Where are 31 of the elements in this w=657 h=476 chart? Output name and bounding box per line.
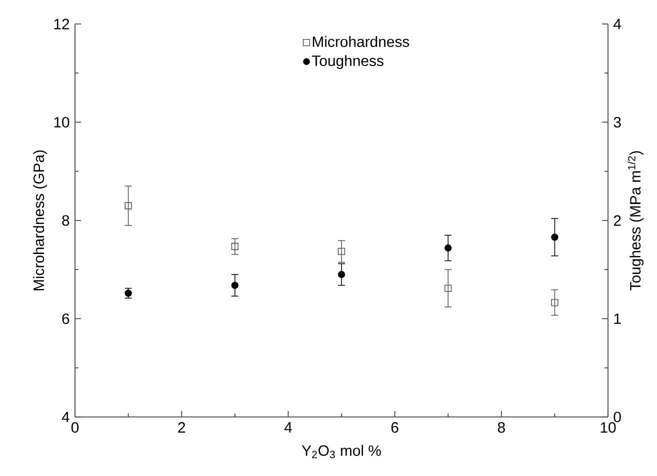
y-axis-title: Microhardness (GPa) xyxy=(33,150,48,290)
y-tick-label: 6 xyxy=(62,313,70,324)
point xyxy=(551,298,558,306)
y2-tick-label: 1 xyxy=(614,314,621,324)
y-tick-label: 10 xyxy=(54,116,70,128)
y-tick-label: 4 xyxy=(62,412,70,422)
point xyxy=(231,242,238,250)
point xyxy=(444,284,452,292)
x-tick-label: 0 xyxy=(71,422,79,433)
y2-tick-label: 0 xyxy=(614,412,621,422)
y2-axis-title: Toughess (MPa m$^{1/2}$) xyxy=(628,151,644,290)
x-tick-label: 10 xyxy=(600,422,616,433)
x-axis-title: Y$_{2}$O$_{3}$ mol % xyxy=(302,444,381,458)
legend-label: Toughness xyxy=(312,55,384,70)
point xyxy=(338,248,346,256)
point xyxy=(444,244,452,252)
y-tick-label: 8 xyxy=(62,215,70,226)
point xyxy=(551,234,558,241)
x-tick-label: 2 xyxy=(178,422,186,433)
point xyxy=(124,290,132,297)
y-tick-label: 12 xyxy=(54,18,70,30)
y2-tick-label: 2 xyxy=(614,215,621,226)
x-tick-label: 4 xyxy=(284,422,292,432)
y2-tick-label: 4 xyxy=(614,18,622,30)
x-tick-label: 6 xyxy=(391,422,398,433)
legend-label: Microhardness xyxy=(312,36,410,48)
x-tick-label: 8 xyxy=(498,422,505,433)
point xyxy=(124,202,132,210)
y2-tick-label: 3 xyxy=(614,116,621,128)
point xyxy=(338,270,346,278)
point xyxy=(231,282,238,289)
